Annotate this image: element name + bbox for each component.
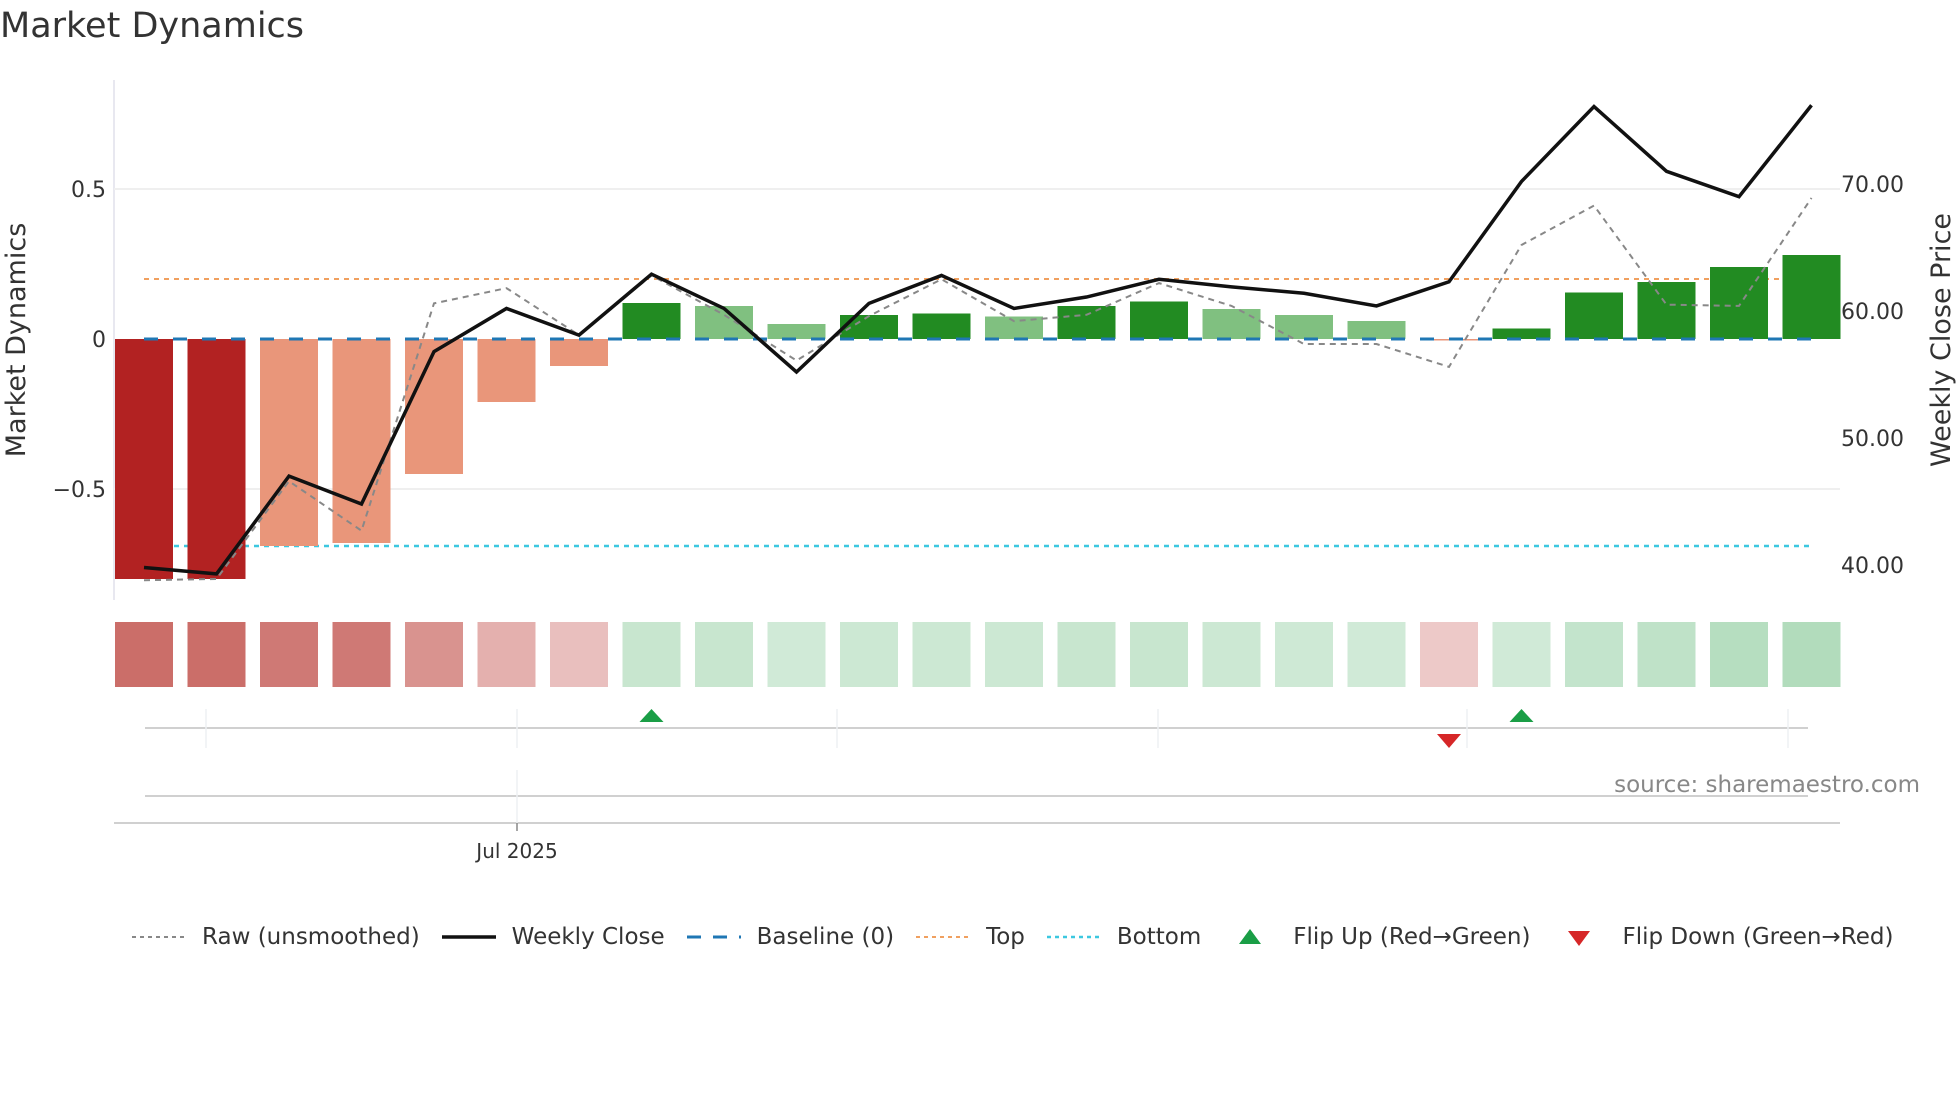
dotted-line-icon (916, 936, 971, 938)
dynamics-bar (115, 339, 173, 579)
legend: Raw (unsmoothed) Weekly Close Baseline (… (130, 924, 1913, 950)
legend-label: Bottom (1116, 924, 1202, 950)
heat-strip (115, 622, 1841, 687)
heat-cell (550, 622, 608, 687)
market-dynamics-bars (115, 255, 1841, 579)
flip-down-marker (1437, 734, 1461, 748)
heat-cell (1782, 622, 1841, 687)
x-tick-label: Jul 2025 (474, 839, 557, 863)
legend-item-flip-down: Flip Down (Green→Red) (1550, 924, 1893, 950)
heat-cell (115, 622, 173, 687)
heat-cell (767, 622, 826, 687)
dynamics-bar (405, 339, 463, 474)
legend-label: Flip Down (Green→Red) (1622, 924, 1894, 950)
left-tick-label: −0.5 (53, 478, 106, 503)
heat-cell (405, 622, 463, 687)
dynamics-bar (1637, 282, 1696, 339)
gridlines (114, 188, 1840, 490)
legend-label: Raw (unsmoothed) (202, 924, 420, 950)
legend-label: Top (986, 924, 1025, 950)
heat-cell (912, 622, 971, 687)
dynamics-bar (912, 313, 971, 339)
heat-cell (695, 622, 753, 687)
dynamics-bar (332, 339, 391, 543)
heat-cell (1130, 622, 1188, 687)
legend-item-raw: Raw (unsmoothed) (130, 924, 420, 950)
dotted-line-icon (132, 936, 186, 938)
legend-item-top: Top (914, 924, 1025, 950)
heat-cell (1710, 622, 1768, 687)
dynamics-bar (1275, 315, 1333, 339)
left-axis-title: Market Dynamics (1, 223, 32, 458)
flip-up-marker (1509, 709, 1534, 722)
right-tick-label: 60.00 (1841, 300, 1904, 325)
heat-cell (985, 622, 1043, 687)
flip-markers (639, 709, 1534, 748)
heat-cell (187, 622, 246, 687)
legend-item-baseline: Baseline (0) (685, 924, 894, 950)
heat-cell (1347, 622, 1406, 687)
dynamics-bar (985, 316, 1043, 339)
raw-line (143, 197, 1813, 582)
heat-cell (1492, 622, 1551, 687)
right-axis-title: Weekly Close Price (1926, 213, 1957, 467)
dynamics-bar (1710, 267, 1768, 339)
price-lines (143, 104, 1813, 582)
weekly-close-line (143, 104, 1813, 576)
dynamics-bar (187, 339, 246, 579)
heat-cell (1057, 622, 1116, 687)
legend-item-flip-up: Flip Up (Red→Green) (1221, 924, 1530, 950)
solid-line-icon (441, 935, 496, 939)
left-tick-label: 0 (92, 328, 106, 353)
dynamics-bar (840, 315, 898, 339)
heat-cell (840, 622, 898, 687)
flip-up-marker (639, 709, 664, 722)
dynamics-bar (477, 339, 536, 402)
dynamics-bar (622, 303, 681, 339)
dynamics-bar (1492, 328, 1551, 339)
right-tick-label: 40.00 (1841, 554, 1904, 579)
reference-lines (144, 278, 1812, 548)
legend-item-weekly-close: Weekly Close (440, 924, 665, 950)
heat-cell (1202, 622, 1261, 687)
right-tick-label: 50.00 (1841, 427, 1904, 452)
dynamics-bar (1202, 309, 1261, 339)
right-tick-label: 70.00 (1841, 173, 1904, 198)
dotted-line-icon (1046, 935, 1101, 939)
heat-cell (332, 622, 391, 687)
legend-label: Weekly Close (511, 924, 665, 950)
legend-label: Flip Up (Red→Green) (1293, 924, 1531, 950)
left-tick-label: 0.5 (71, 178, 106, 203)
dynamics-bar (550, 339, 608, 366)
heat-cell (1420, 622, 1478, 687)
triangle-down-icon (1568, 931, 1591, 946)
source-credit: source: sharemaestro.com (1614, 772, 1920, 798)
legend-label: Baseline (0) (756, 924, 895, 950)
heat-cell (1637, 622, 1696, 687)
heat-cell (477, 622, 536, 687)
dynamics-bar (1347, 321, 1406, 339)
chart-title: Market Dynamics (0, 6, 305, 46)
heat-cell (260, 622, 318, 687)
heat-cell (1275, 622, 1333, 687)
dynamics-bar (1057, 306, 1116, 339)
dynamics-bar (1782, 255, 1841, 339)
dynamics-bar (767, 324, 826, 339)
legend-item-bottom: Bottom (1045, 924, 1201, 950)
triangle-up-icon (1239, 929, 1262, 944)
heat-cell (1565, 622, 1623, 687)
dynamics-bar (695, 306, 753, 339)
dashed-line-icon (686, 935, 741, 939)
dynamics-bar (1565, 292, 1623, 339)
heat-cell (622, 622, 681, 687)
dynamics-bar (260, 339, 318, 546)
dynamics-bar (1130, 301, 1188, 339)
